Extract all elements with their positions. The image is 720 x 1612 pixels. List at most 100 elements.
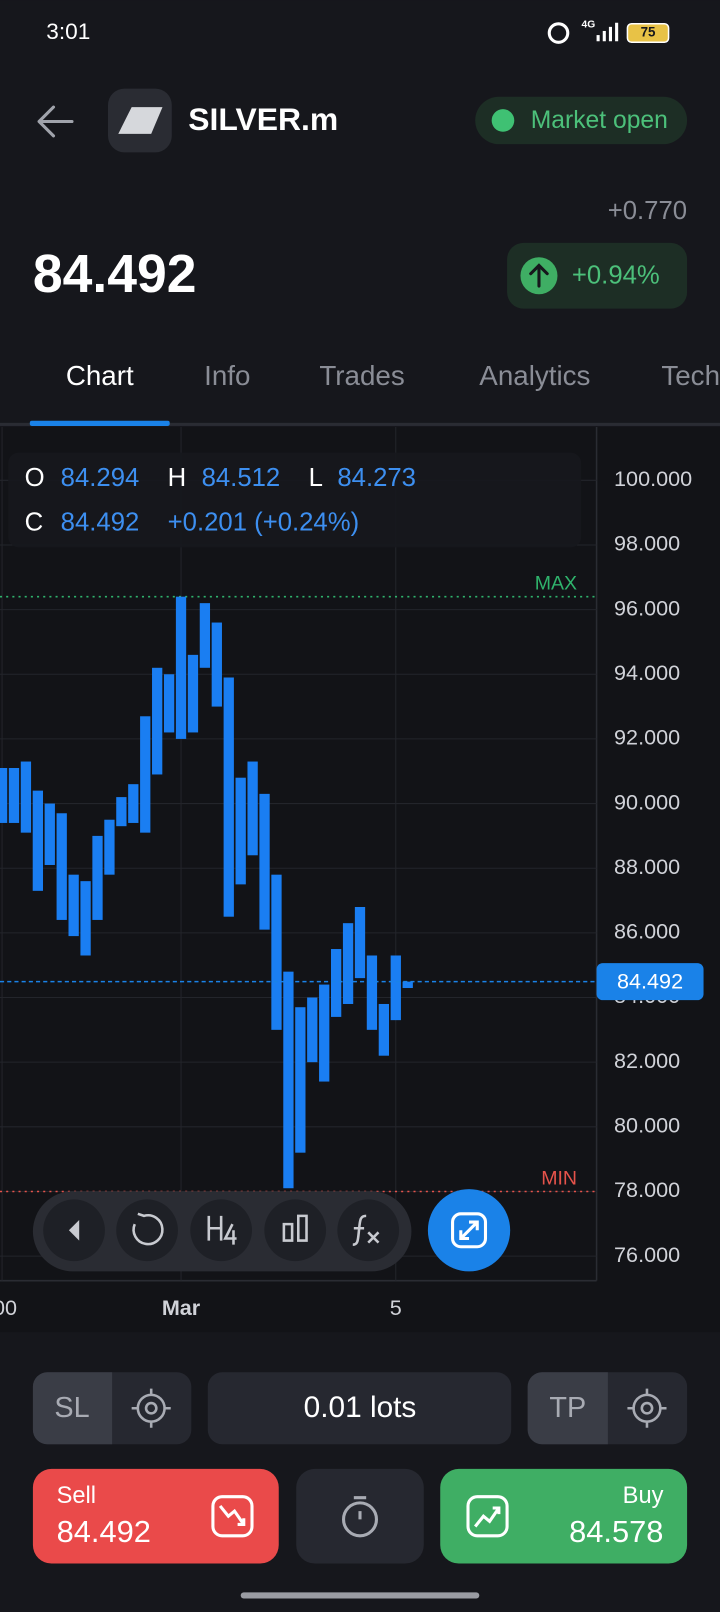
candle [390, 955, 401, 1021]
current-price-badge [596, 963, 704, 1001]
candle [92, 835, 103, 920]
candle [104, 819, 115, 875]
candle [44, 803, 55, 865]
tp-target-icon[interactable] [627, 1388, 667, 1428]
buy-button[interactable] [440, 1468, 688, 1564]
fullscreen-frame [451, 1212, 488, 1249]
tab-indicator [29, 420, 170, 426]
network-type: 4G [581, 20, 595, 31]
buy-icon-arrow [473, 1506, 501, 1528]
candle [319, 984, 330, 1082]
timer-hand [353, 1496, 367, 1520]
buy-icon [466, 1495, 509, 1538]
tab-divider [0, 422, 720, 426]
y-tick-label: 82.000 [614, 1048, 680, 1073]
ohlc-label: L [309, 464, 323, 492]
candle [80, 881, 91, 956]
y-tick-label: 92.000 [614, 725, 680, 750]
y-tick-label: 76.000 [614, 1242, 680, 1267]
candle [68, 874, 79, 937]
symbol-title: SILVER.m [188, 101, 338, 137]
y-tick-label: 80.000 [614, 1113, 680, 1138]
candle [140, 716, 151, 833]
candle [0, 768, 8, 823]
candle [271, 874, 282, 1030]
candle [283, 971, 294, 1189]
status-time: 3:01 [46, 19, 90, 44]
sell-icon [211, 1495, 254, 1538]
candle [211, 622, 222, 707]
sl-target-icon[interactable] [131, 1388, 171, 1428]
change-pill [507, 242, 688, 309]
x-tick-label: :00 [0, 1295, 17, 1320]
market-status-pill [475, 96, 688, 145]
tab[interactable]: Chart [66, 360, 134, 391]
min-line-label: MIN [541, 1167, 577, 1189]
candle [199, 603, 211, 668]
sell-icon-arrow [218, 1504, 246, 1526]
up-arrow [529, 263, 549, 288]
collapse-icon [68, 1220, 80, 1241]
y-tick-label: 100.000 [614, 466, 692, 491]
candle [116, 797, 127, 827]
home-indicator [240, 1592, 480, 1599]
indicators-button[interactable] [337, 1199, 400, 1262]
timeframe-icon [207, 1215, 237, 1245]
price: 84.492 [33, 245, 197, 304]
candle [354, 907, 366, 979]
candle [175, 596, 187, 739]
price-change: +0.770 [608, 197, 687, 225]
candle [223, 677, 234, 917]
x-tick-label: Mar [162, 1295, 201, 1320]
buy-label: Buy [623, 1483, 664, 1509]
candle [20, 761, 32, 833]
signal-icon [596, 22, 619, 42]
y-tick-label: 96.000 [614, 595, 680, 620]
candle [342, 923, 354, 1004]
y-tick-label: 88.000 [614, 854, 680, 879]
ohlc-value: 84.492 [61, 508, 140, 536]
candle [295, 1007, 306, 1153]
candle [330, 949, 342, 1017]
back-button[interactable] [37, 105, 74, 138]
timer-icon [341, 1501, 378, 1538]
ohlc-label: O [25, 464, 45, 492]
candle [366, 955, 378, 1030]
tab[interactable]: Analytics [479, 360, 590, 391]
ohlc-label: C [25, 508, 44, 536]
volume-field[interactable] [207, 1372, 512, 1445]
candle [307, 997, 318, 1063]
candle [259, 793, 270, 930]
indicators-icon [352, 1214, 380, 1246]
chart-type-button[interactable] [264, 1199, 327, 1262]
buy-price: 84.578 [569, 1514, 663, 1549]
battery-level: 75 [641, 25, 656, 40]
sl-toggle[interactable] [32, 1372, 113, 1445]
chart-type-icon [282, 1214, 308, 1242]
ohlc-value: 84.273 [337, 464, 416, 492]
candle [247, 761, 258, 856]
tab[interactable]: Info [204, 360, 250, 391]
tab[interactable]: Tech [661, 360, 720, 391]
current-price-label: 84.492 [617, 968, 683, 993]
candle [187, 654, 199, 733]
alarm-icon [547, 22, 570, 44]
volume: 0.01 lots [304, 1391, 417, 1424]
sell-button[interactable] [32, 1468, 279, 1564]
candle [163, 674, 175, 733]
candle [128, 784, 139, 823]
tab[interactable]: Trades [319, 360, 404, 391]
y-tick-label: 90.000 [614, 789, 680, 814]
silver-bar [118, 107, 163, 134]
ohlc-change: +0.201 (+0.24%) [168, 508, 359, 536]
change-percent: +0.94% [572, 262, 660, 290]
max-line-label: MAX [535, 572, 577, 594]
x-tick-label: 5 [390, 1295, 402, 1320]
candle [402, 981, 413, 989]
battery [626, 22, 670, 44]
candle [32, 790, 43, 891]
tp-toggle[interactable] [527, 1372, 608, 1445]
sl-label: SL [54, 1392, 89, 1424]
reset-button[interactable] [116, 1199, 178, 1262]
